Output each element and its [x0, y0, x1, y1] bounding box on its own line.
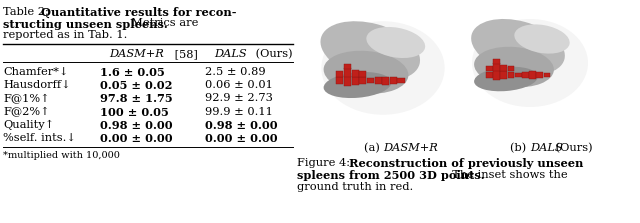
Ellipse shape: [366, 27, 425, 58]
Bar: [543, 73, 550, 77]
Bar: [493, 59, 500, 64]
Bar: [367, 78, 374, 83]
Bar: [486, 72, 493, 78]
Ellipse shape: [474, 67, 538, 91]
Bar: [382, 76, 389, 85]
Bar: [529, 71, 536, 79]
Text: 92.9 ± 2.73: 92.9 ± 2.73: [205, 93, 273, 103]
Bar: [344, 68, 351, 76]
Text: Chamfer*↓: Chamfer*↓: [3, 67, 68, 77]
Bar: [351, 70, 359, 76]
Text: *multiplied with 10,000: *multiplied with 10,000: [3, 151, 120, 160]
Ellipse shape: [324, 51, 408, 94]
Text: spleens from 2500 3D points.: spleens from 2500 3D points.: [297, 170, 484, 181]
Text: Table 2:: Table 2:: [3, 7, 52, 17]
Text: [58]: [58]: [171, 49, 198, 59]
Text: 0.00 ± 0.00: 0.00 ± 0.00: [205, 133, 278, 144]
Text: (a): (a): [364, 143, 383, 153]
Text: Quality↑: Quality↑: [3, 120, 54, 130]
Text: 0.00 ± 0.00: 0.00 ± 0.00: [100, 133, 173, 144]
Bar: [359, 77, 367, 84]
Bar: [522, 72, 529, 78]
Ellipse shape: [515, 24, 570, 54]
Text: reported as in Tab. 1.: reported as in Tab. 1.: [3, 30, 127, 40]
Ellipse shape: [472, 19, 588, 107]
Text: Quantitative results for recon-: Quantitative results for recon-: [41, 7, 237, 18]
Text: structing unseen spleens.: structing unseen spleens.: [3, 19, 168, 29]
Text: F@1%↑: F@1%↑: [3, 93, 50, 103]
Text: %self. ints.↓: %self. ints.↓: [3, 133, 76, 143]
Ellipse shape: [324, 72, 392, 98]
Text: Hausdorff↓: Hausdorff↓: [3, 80, 70, 90]
Bar: [390, 77, 397, 84]
Bar: [515, 73, 522, 77]
Bar: [493, 70, 500, 80]
Text: Metrics are: Metrics are: [124, 19, 198, 29]
Bar: [508, 72, 515, 78]
Bar: [500, 71, 507, 79]
Bar: [336, 77, 344, 84]
Text: Reconstruction of previously unseen: Reconstruction of previously unseen: [341, 158, 584, 169]
Bar: [344, 64, 351, 69]
Text: ground truth in red.: ground truth in red.: [297, 182, 413, 192]
Ellipse shape: [474, 47, 554, 87]
Text: 0.98 ± 0.00: 0.98 ± 0.00: [100, 120, 173, 131]
Text: 0.98 ± 0.00: 0.98 ± 0.00: [205, 120, 278, 131]
Bar: [508, 66, 515, 71]
Text: The inset shows the: The inset shows the: [445, 170, 568, 180]
Text: (b): (b): [510, 143, 530, 153]
Ellipse shape: [321, 21, 420, 81]
Text: 1.6 ± 0.05: 1.6 ± 0.05: [100, 67, 164, 78]
Bar: [336, 71, 344, 76]
Bar: [351, 76, 359, 85]
Bar: [359, 71, 367, 76]
Text: DALS: DALS: [214, 49, 246, 59]
Text: 2.5 ± 0.89: 2.5 ± 0.89: [205, 67, 266, 77]
Text: 97.8 ± 1.75: 97.8 ± 1.75: [100, 93, 173, 104]
Text: 0.06 ± 0.01: 0.06 ± 0.01: [205, 80, 273, 90]
Bar: [374, 77, 381, 84]
Text: F@2%↑: F@2%↑: [3, 107, 50, 117]
Bar: [397, 78, 404, 83]
Text: 100 ± 0.05: 100 ± 0.05: [100, 107, 169, 118]
Ellipse shape: [471, 19, 565, 75]
Text: DASM+R: DASM+R: [383, 143, 438, 153]
Text: (Ours): (Ours): [252, 49, 292, 59]
Bar: [500, 65, 507, 71]
Bar: [486, 66, 493, 71]
Text: Figure 4:: Figure 4:: [297, 158, 350, 168]
Text: DASM+R: DASM+R: [109, 49, 164, 59]
Bar: [344, 76, 351, 86]
Text: 0.05 ± 0.02: 0.05 ± 0.02: [100, 80, 173, 91]
Bar: [536, 72, 543, 78]
Bar: [493, 63, 500, 71]
Text: DALS: DALS: [530, 143, 563, 153]
Ellipse shape: [321, 21, 445, 115]
Text: (Ours): (Ours): [552, 143, 593, 153]
Text: 99.9 ± 0.11: 99.9 ± 0.11: [205, 107, 273, 117]
